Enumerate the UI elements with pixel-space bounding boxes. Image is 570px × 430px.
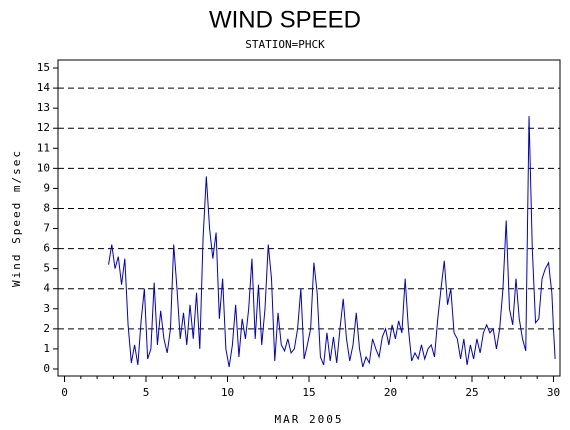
x-tick-label: 0 — [61, 386, 68, 399]
y-tick-label: 0 — [43, 362, 50, 375]
x-tick-label: 15 — [302, 386, 315, 399]
data-line — [108, 116, 556, 368]
y-tick-label: 3 — [43, 302, 50, 315]
x-axis-label: MAR 2005 — [275, 413, 344, 426]
y-tick-label: 2 — [43, 322, 50, 335]
y-tick-label: 9 — [43, 181, 50, 194]
chart-subtitle: STATION=PHCK — [245, 38, 325, 51]
x-tick-label: 25 — [465, 386, 478, 399]
x-tick-label: 10 — [221, 386, 234, 399]
chart-title: WIND SPEED — [209, 6, 361, 33]
y-tick-label: 8 — [43, 201, 50, 214]
x-tick-label: 30 — [547, 386, 560, 399]
y-tick-label: 5 — [43, 262, 50, 275]
x-tick-label: 20 — [384, 386, 397, 399]
y-tick-label: 7 — [43, 222, 50, 235]
y-tick-label: 11 — [37, 141, 50, 154]
y-tick-label: 13 — [37, 101, 50, 114]
y-tick-label: 1 — [43, 342, 50, 355]
y-tick-label: 6 — [43, 242, 50, 255]
y-tick-label: 4 — [43, 282, 50, 295]
y-tick-label: 14 — [37, 81, 51, 94]
x-tick-label: 5 — [143, 386, 150, 399]
y-tick-label: 10 — [37, 161, 50, 174]
y-tick-label: 12 — [37, 121, 50, 134]
y-tick-label: 15 — [37, 61, 50, 74]
y-axis-label: Wind Speed m/sec — [10, 149, 23, 287]
